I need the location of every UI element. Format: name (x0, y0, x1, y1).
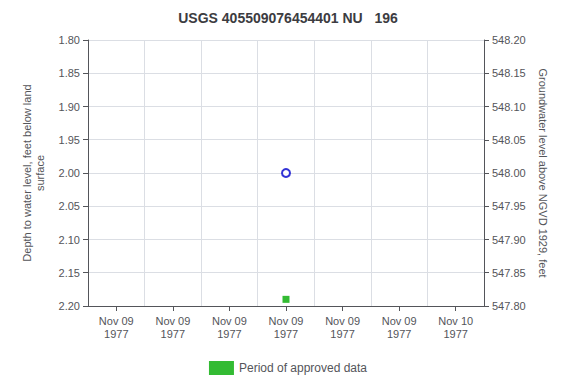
svg-text:1977: 1977 (217, 328, 241, 340)
svg-text:547.80: 547.80 (492, 300, 526, 312)
svg-text:547.95: 547.95 (492, 200, 526, 212)
svg-text:548.15: 548.15 (492, 67, 526, 79)
svg-text:548.20: 548.20 (492, 34, 526, 46)
svg-text:547.85: 547.85 (492, 267, 526, 279)
svg-text:1977: 1977 (443, 328, 467, 340)
svg-text:1977: 1977 (387, 328, 411, 340)
svg-text:surface: surface (34, 155, 46, 191)
svg-text:2.05: 2.05 (59, 200, 80, 212)
svg-text:USGS 405509076454401 NU 196: USGS 405509076454401 NU 196 (178, 10, 398, 26)
svg-text:2.10: 2.10 (59, 234, 80, 246)
svg-text:1977: 1977 (104, 328, 128, 340)
svg-text:2.20: 2.20 (59, 300, 80, 312)
svg-text:Nov 09: Nov 09 (325, 315, 360, 327)
svg-text:Nov 10: Nov 10 (438, 315, 473, 327)
svg-text:1.90: 1.90 (59, 101, 80, 113)
svg-text:1977: 1977 (161, 328, 185, 340)
svg-text:1.95: 1.95 (59, 134, 80, 146)
svg-text:Nov 09: Nov 09 (212, 315, 247, 327)
svg-text:548.00: 548.00 (492, 167, 526, 179)
svg-text:1.85: 1.85 (59, 67, 80, 79)
svg-text:Nov 09: Nov 09 (382, 315, 417, 327)
svg-text:Nov 09: Nov 09 (155, 315, 190, 327)
svg-text:2.00: 2.00 (59, 167, 80, 179)
svg-text:2.15: 2.15 (59, 267, 80, 279)
svg-text:548.05: 548.05 (492, 134, 526, 146)
svg-text:Nov 09: Nov 09 (99, 315, 134, 327)
svg-text:547.90: 547.90 (492, 234, 526, 246)
svg-text:Nov 09: Nov 09 (269, 315, 304, 327)
svg-text:Groundwater level above NGVD 1: Groundwater level above NGVD 1929, feet (537, 68, 549, 277)
svg-text:1977: 1977 (274, 328, 298, 340)
svg-text:Period of approved data: Period of approved data (239, 361, 367, 375)
svg-text:1977: 1977 (330, 328, 354, 340)
svg-text:1.80: 1.80 (59, 34, 80, 46)
svg-text:Depth to water level, feet bel: Depth to water level, feet below land (21, 84, 33, 261)
svg-text:548.10: 548.10 (492, 101, 526, 113)
